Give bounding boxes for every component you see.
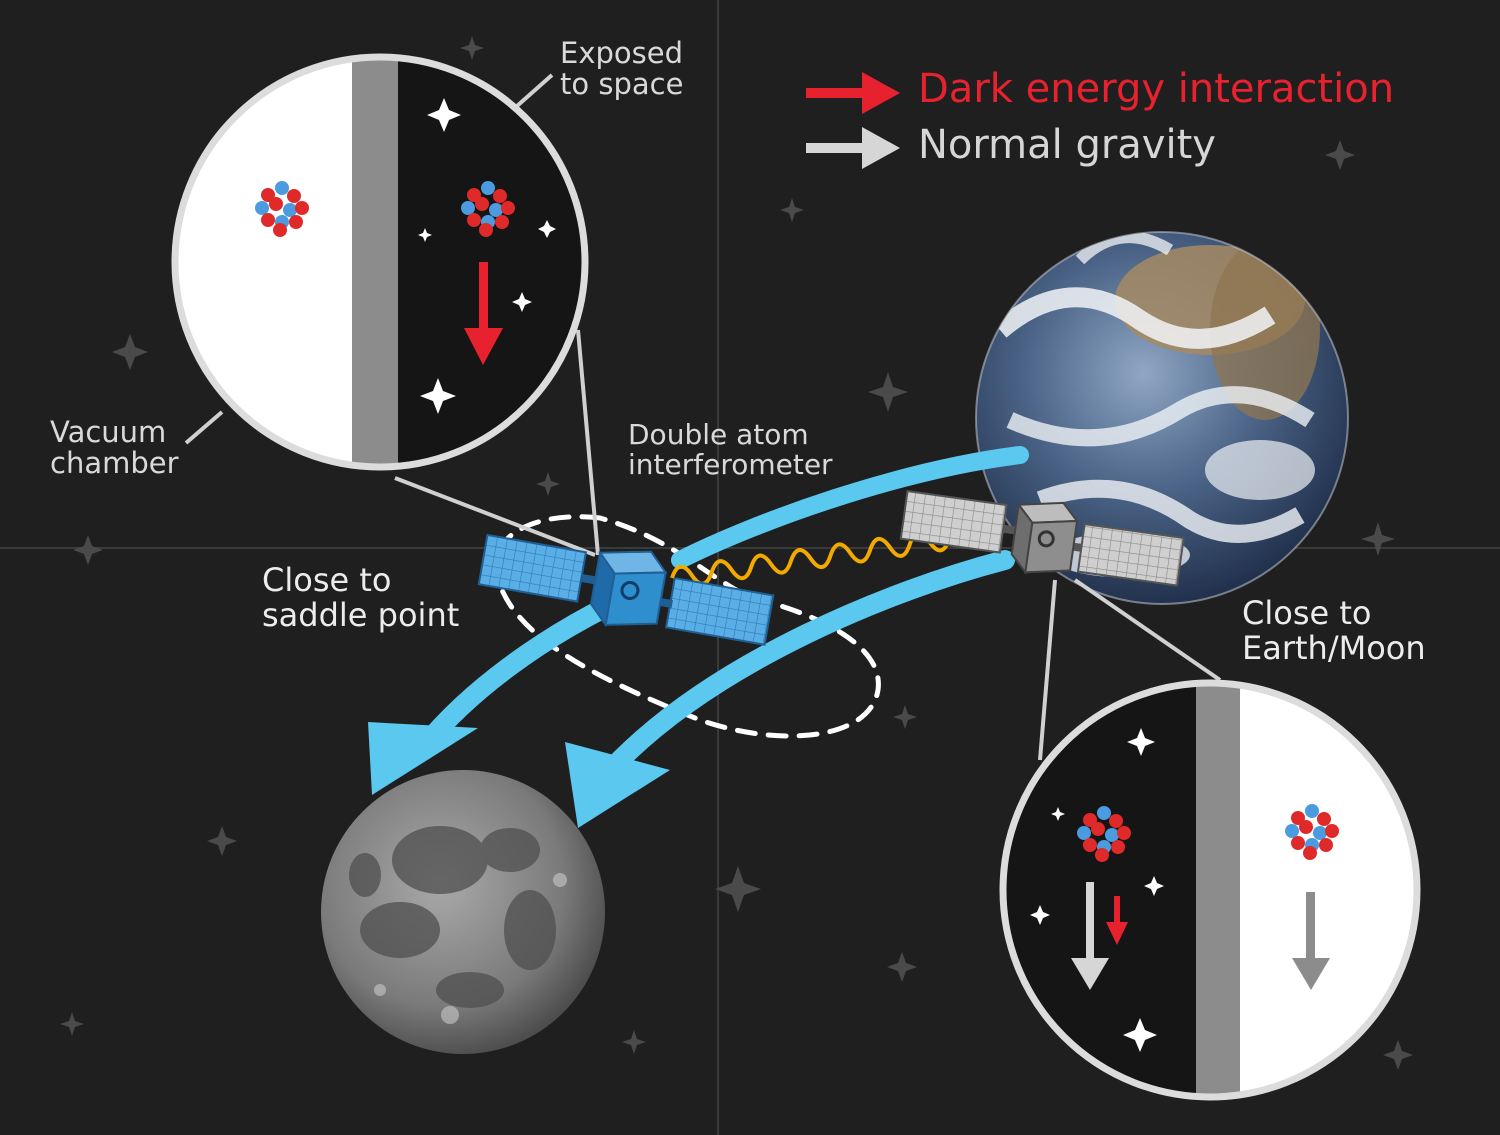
label-line: Vacuum	[50, 415, 167, 449]
flow-arrowheads	[368, 722, 670, 828]
label-line: to space	[560, 67, 684, 102]
label-line: Close to	[262, 561, 392, 599]
label-line: chamber	[50, 446, 179, 481]
background-stars	[60, 36, 1413, 1070]
star-icon	[1051, 807, 1065, 821]
star-icon	[1030, 905, 1050, 925]
label-line: saddle point	[262, 595, 460, 634]
gravity-arrow-icon	[1071, 882, 1109, 990]
star-icon	[1361, 522, 1395, 556]
star-icon	[538, 220, 556, 238]
exposed-to-space-label: Exposed to space	[560, 36, 684, 102]
label-line: Double atom	[628, 418, 809, 451]
flow-arrow-earth-to-moon	[610, 550, 1015, 770]
star-icon	[427, 98, 461, 132]
dark-energy-arrow-icon	[1106, 896, 1128, 945]
label-line: interferometer	[628, 448, 833, 482]
star-icon	[112, 334, 148, 370]
exposed-chamber-callout	[171, 53, 589, 471]
star-icon	[1144, 876, 1164, 896]
moon-icon	[321, 770, 605, 1054]
star-icon	[418, 228, 432, 242]
legend-dark-energy-arrow	[806, 72, 900, 114]
star-icon	[512, 292, 532, 312]
atom-icon	[461, 181, 515, 237]
star-icon	[1127, 728, 1155, 756]
label-line: Earth/Moon	[1242, 628, 1426, 667]
star-icon	[868, 372, 908, 412]
star-icon	[715, 866, 761, 912]
satellite-icon	[477, 533, 775, 646]
legend-normal-gravity-label: Normal gravity	[918, 122, 1216, 168]
star-icon	[207, 826, 237, 856]
laser-wave	[670, 525, 991, 586]
flow-arrows	[415, 446, 1029, 770]
star-icon	[1383, 1040, 1413, 1070]
star-icon	[780, 198, 804, 222]
star-icon	[420, 378, 456, 414]
atom-icon	[1077, 806, 1131, 862]
star-icon	[1123, 1018, 1157, 1052]
vacuum-chamber-label: Vacuum chamber	[50, 415, 179, 481]
atom-icon	[1285, 804, 1339, 860]
label-line: Exposed	[560, 36, 683, 70]
arrow-icon	[565, 742, 670, 828]
legend-dark-energy-label: Dark energy interaction	[918, 66, 1395, 112]
star-icon	[60, 1012, 84, 1036]
gravity-arrow-icon	[1292, 892, 1330, 990]
star-icon	[887, 952, 917, 982]
earth-moon-label: Close to Earth/Moon	[1242, 596, 1426, 665]
legend-gravity-arrow	[806, 127, 900, 169]
label-line: Close to	[1242, 594, 1372, 632]
atom-icon	[255, 181, 309, 237]
satellite-icon	[899, 489, 1185, 587]
star-icon	[73, 535, 103, 565]
star-icon	[536, 472, 560, 496]
dark-energy-arrow-icon	[464, 262, 503, 365]
leader-lines	[184, 73, 1222, 761]
star-icon	[893, 705, 917, 729]
arrow-icon	[368, 722, 478, 795]
flow-arrow-earth-to-satellite	[671, 446, 1029, 569]
star-icon	[1325, 140, 1355, 170]
double-atom-interferometer-label: Double atom interferometer	[628, 418, 833, 482]
star-icon	[460, 36, 484, 60]
saddle-point-label: Close to saddle point	[262, 563, 459, 632]
star-icon	[622, 1030, 646, 1054]
flow-arrow-satellite-to-moon	[415, 595, 620, 755]
earth-chamber-callout	[999, 679, 1421, 1101]
